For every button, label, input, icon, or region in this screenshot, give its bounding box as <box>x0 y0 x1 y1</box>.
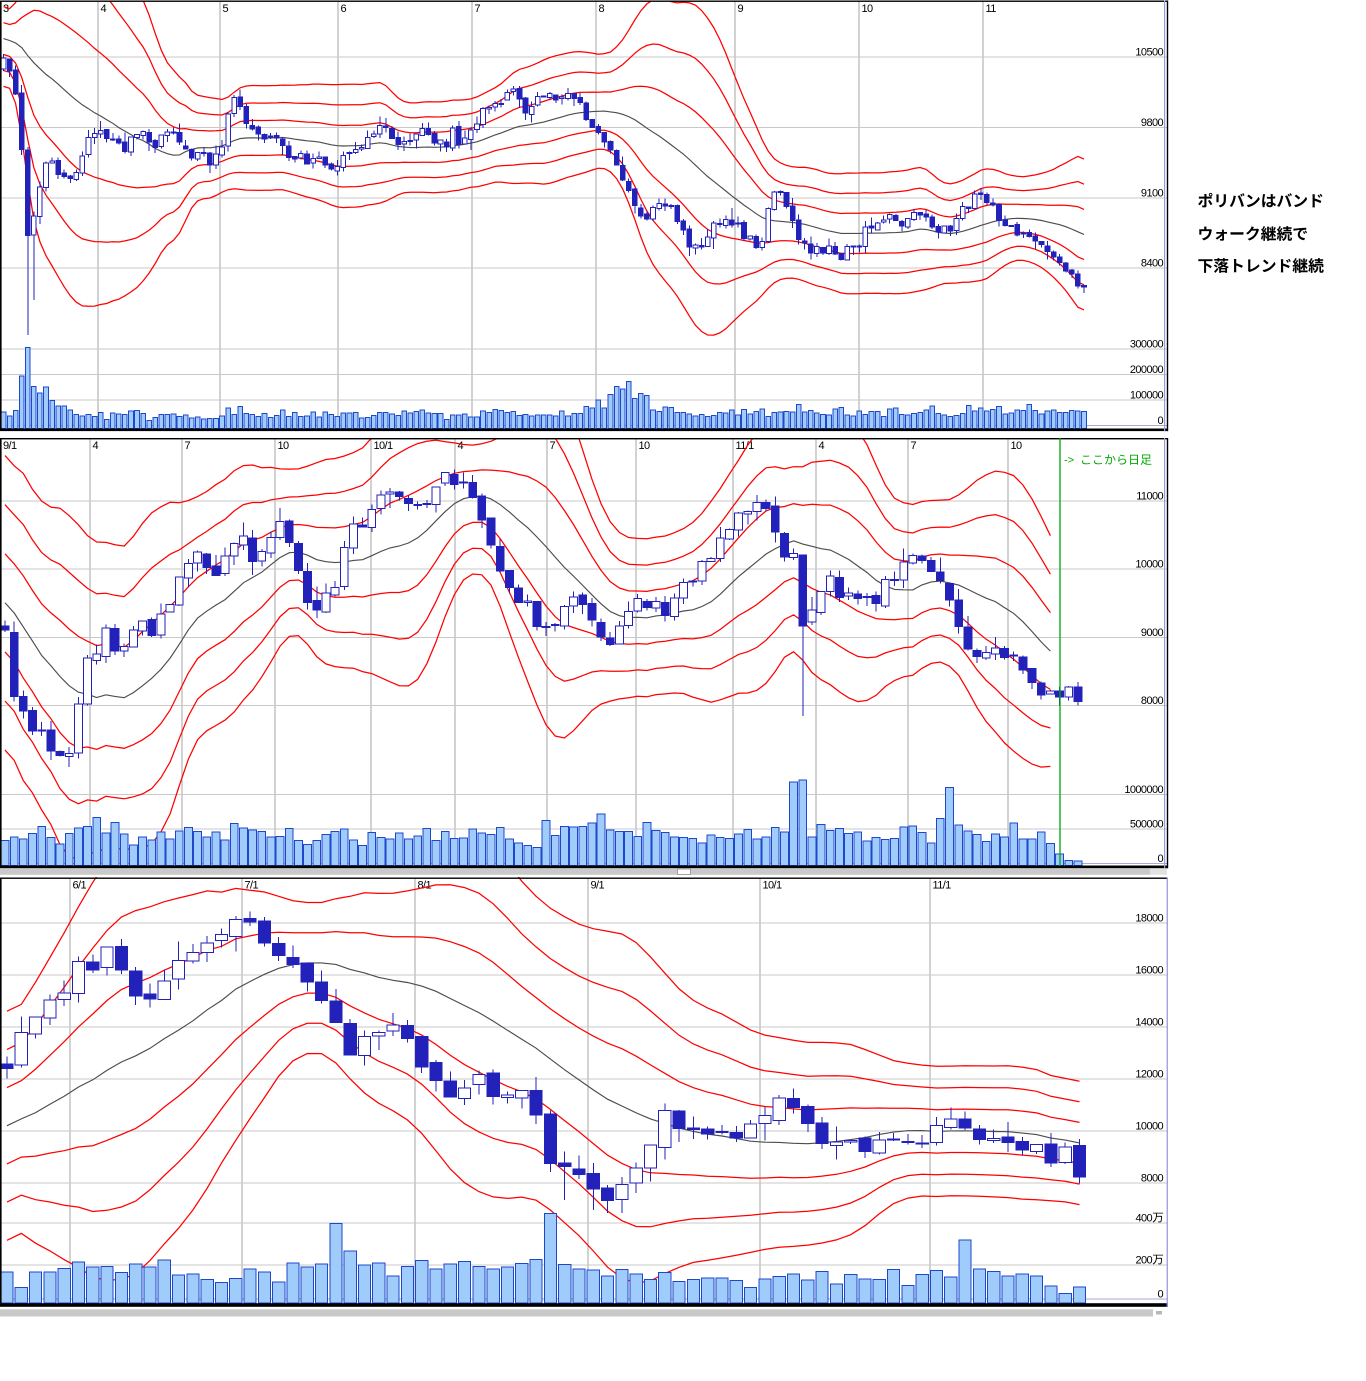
svg-text:7: 7 <box>911 440 917 452</box>
svg-text:9800: 9800 <box>1141 117 1164 129</box>
svg-text:11: 11 <box>986 3 997 15</box>
svg-text:9/1: 9/1 <box>591 880 605 892</box>
svg-text:11/1: 11/1 <box>933 880 952 892</box>
svg-text:10/1: 10/1 <box>374 440 393 452</box>
svg-text:500000: 500000 <box>1130 819 1164 831</box>
svg-text:7: 7 <box>185 440 191 452</box>
svg-text:11000: 11000 <box>1136 491 1163 503</box>
svg-text:9000: 9000 <box>1141 627 1164 639</box>
svg-text:18000: 18000 <box>1135 913 1163 925</box>
svg-text:8000: 8000 <box>1141 1173 1164 1185</box>
svg-text:8000: 8000 <box>1141 695 1164 707</box>
svg-text:16000: 16000 <box>1135 965 1163 977</box>
svg-text:6: 6 <box>341 3 347 15</box>
svg-text:->: -> <box>1064 455 1074 467</box>
svg-text:9100: 9100 <box>1141 187 1164 199</box>
svg-text:8400: 8400 <box>1141 258 1164 270</box>
svg-text:10: 10 <box>1011 440 1023 452</box>
svg-text:8: 8 <box>599 3 605 15</box>
svg-text:10: 10 <box>278 440 290 452</box>
svg-text:10/1: 10/1 <box>763 880 782 892</box>
svg-text:10000: 10000 <box>1135 559 1163 571</box>
svg-text:400: 400 <box>1135 1213 1152 1225</box>
svg-text:10: 10 <box>639 440 651 452</box>
svg-text:7: 7 <box>550 440 556 452</box>
svg-text:4: 4 <box>819 440 825 452</box>
svg-text:4: 4 <box>93 440 99 452</box>
svg-text:8/1: 8/1 <box>418 880 432 892</box>
svg-text:10000: 10000 <box>1135 1121 1163 1133</box>
svg-text:14000: 14000 <box>1135 1017 1163 1029</box>
svg-text:4: 4 <box>458 440 464 452</box>
svg-text:0: 0 <box>1157 415 1163 427</box>
svg-text:5: 5 <box>223 3 229 15</box>
svg-text:9/1: 9/1 <box>3 440 17 452</box>
svg-text:7: 7 <box>475 3 481 15</box>
svg-text:1000000: 1000000 <box>1124 784 1163 796</box>
svg-text:0: 0 <box>1157 1289 1163 1301</box>
svg-text:3: 3 <box>3 3 9 15</box>
svg-text:200000: 200000 <box>1130 364 1164 376</box>
svg-text:4: 4 <box>101 3 107 15</box>
svg-text:0: 0 <box>1157 853 1163 865</box>
svg-text:200: 200 <box>1135 1255 1152 1267</box>
svg-text:6/1: 6/1 <box>73 880 87 892</box>
svg-text:10: 10 <box>862 3 874 15</box>
svg-text:12000: 12000 <box>1135 1069 1163 1081</box>
svg-text:300000: 300000 <box>1130 339 1164 351</box>
svg-text:9: 9 <box>738 3 744 15</box>
svg-text:10500: 10500 <box>1135 47 1163 59</box>
svg-text:100000: 100000 <box>1130 390 1164 402</box>
svg-text:7/1: 7/1 <box>245 880 259 892</box>
